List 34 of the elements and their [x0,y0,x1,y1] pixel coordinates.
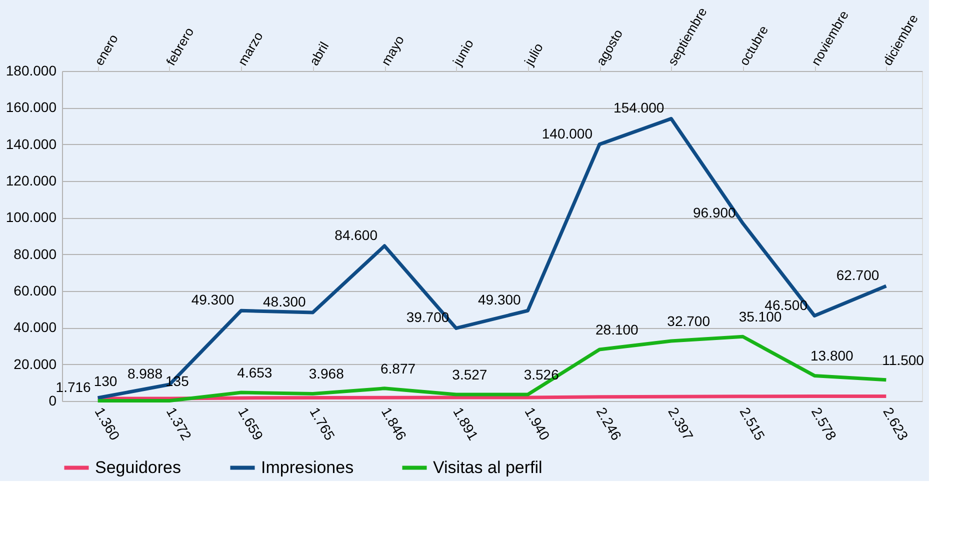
y-tick-label: 80.000 [14,246,57,262]
legend-label: Visitas al perfil [433,458,542,477]
data-label: 49.300 [191,292,234,308]
data-label: 28.100 [596,321,639,338]
data-label: 3.526 [524,366,560,383]
data-label: 154.000 [614,100,664,116]
data-label: 62.700 [836,267,880,284]
legend-label: Impresiones [261,458,354,477]
data-label: 96.900 [693,204,736,220]
y-tick-label: 140.000 [6,136,57,152]
data-label: 11.500 [882,352,924,368]
data-label: 4.653 [237,364,272,380]
data-label: 1.716 [56,378,92,395]
data-label: 3.527 [452,366,488,383]
y-tick-label: 180.000 [6,62,57,78]
data-label: 130 [94,372,118,389]
data-label: 48.300 [263,293,306,310]
y-tick-label: 20.000 [14,356,57,372]
data-label: 35.100 [738,308,782,325]
y-tick-label: 0 [48,392,57,408]
data-label: 49.300 [478,292,522,308]
y-tick-label: 60.000 [14,282,57,298]
data-label: 32.700 [667,313,710,330]
data-label: 84.600 [334,226,378,243]
data-label: 6.877 [380,360,416,376]
y-tick-label: 160.000 [6,99,57,116]
legend-label: Seguidores [95,458,182,477]
data-label: 3.968 [308,366,344,382]
y-tick-label: 120.000 [6,172,57,188]
y-tick-label: 40.000 [14,319,57,336]
data-label: 140.000 [542,125,593,142]
data-label: 8.988 [127,366,163,382]
y-tick-label: 100.000 [6,209,57,226]
data-label: 13.800 [810,348,854,364]
